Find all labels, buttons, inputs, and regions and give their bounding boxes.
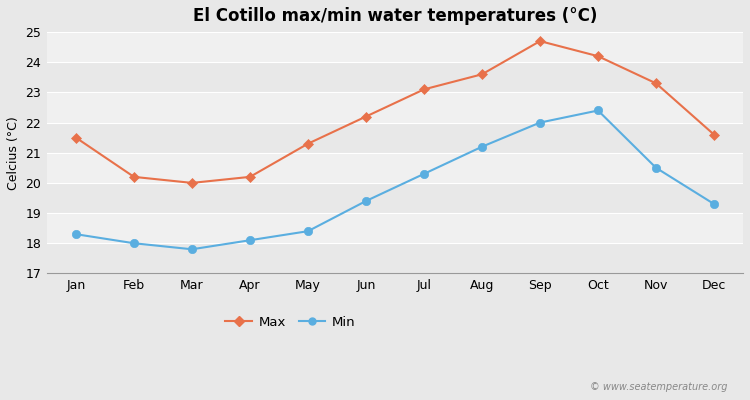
Bar: [47, 32, 743, 62]
Max: [419, 87, 428, 92]
Min: [536, 120, 544, 125]
Min: [71, 232, 80, 236]
Title: El Cotillo max/min water temperatures (°C): El Cotillo max/min water temperatures (°…: [193, 7, 597, 25]
Bar: [47, 213, 743, 243]
Min: [419, 172, 428, 176]
Max: [188, 180, 196, 185]
Line: Max: Max: [72, 37, 718, 187]
Min: [188, 247, 196, 252]
Bar: [47, 92, 743, 122]
Min: [710, 202, 718, 206]
Max: [652, 81, 661, 86]
Min: [304, 229, 313, 234]
Min: [478, 144, 487, 149]
Legend: Max, Min: Max, Min: [220, 311, 361, 334]
Min: [362, 199, 370, 204]
Max: [130, 174, 139, 179]
Bar: [47, 62, 743, 92]
Max: [245, 174, 254, 179]
Bar: [47, 153, 743, 183]
Bar: [47, 243, 743, 274]
Max: [362, 114, 370, 119]
Max: [593, 54, 602, 58]
Y-axis label: Celcius (°C): Celcius (°C): [7, 116, 20, 190]
Line: Min: Min: [72, 106, 718, 254]
Max: [478, 72, 487, 77]
Max: [304, 141, 313, 146]
Max: [536, 39, 544, 44]
Min: [130, 241, 139, 246]
Min: [652, 166, 661, 170]
Text: © www.seatemperature.org: © www.seatemperature.org: [590, 382, 728, 392]
Max: [71, 135, 80, 140]
Min: [245, 238, 254, 243]
Min: [593, 108, 602, 113]
Bar: [47, 183, 743, 213]
Bar: [47, 122, 743, 153]
Max: [710, 132, 718, 137]
